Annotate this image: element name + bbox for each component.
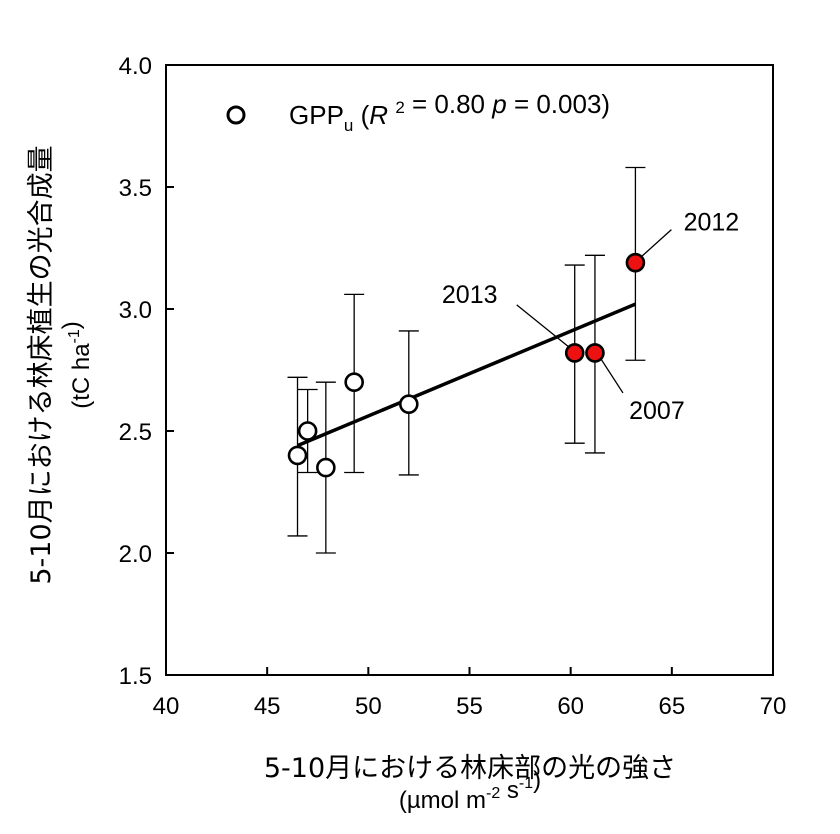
data-point [344,372,364,393]
point-annotations: 2013 2007 2012 [442,209,739,425]
y-tick-label: 2.0 [119,541,152,568]
x-axis-title: 5-10月における林床部の光の強さ [264,753,676,784]
x-tick-label: 55 [456,693,483,720]
data-point [625,252,646,273]
y-axis-title: 5-10月における林床植生の光合成量 [26,145,57,584]
x-axis: 40 45 50 55 60 65 70 [153,667,787,720]
x-tick-label: 40 [153,693,180,720]
annotation-label-2013: 2013 [442,281,498,309]
y-tick-label: 4.0 [119,53,152,80]
plot-area [165,64,774,676]
regression-layer [296,302,637,448]
data-points [287,252,646,478]
legend-label: GPPu (R 2 = 0.80 p = 0.003) [289,89,610,137]
data-point [287,445,308,466]
x-tick-label: 45 [254,693,281,720]
legend-series-name: GPPu [289,100,353,135]
y-axis: 1.5 2.0 2.5 3.0 3.5 4.0 [119,53,174,690]
y-axis-unit: (tC ha-1) [58,321,95,409]
annotation-leader [516,304,570,348]
x-tick-label: 70 [760,693,787,720]
legend-marker [226,105,246,125]
regression-line [296,302,637,448]
annotation-label-2007: 2007 [629,397,685,425]
error-bars [287,166,646,554]
data-point [316,457,336,478]
y-tick-label: 3.5 [119,175,152,202]
data-point [564,343,585,363]
data-point [297,421,318,441]
y-tick-label: 3.0 [119,297,152,324]
data-point [398,394,419,414]
annotation-leader [640,229,672,258]
y-tick-label: 1.5 [119,663,152,690]
legend-stats: (R 2 = 0.80 p = 0.003) [361,89,610,130]
x-tick-label: 50 [355,693,382,720]
plot-frame [165,64,774,676]
x-axis-unit: (µmol m-2 s-1) [399,767,541,814]
y-tick-label: 2.5 [119,419,152,446]
x-tick-label: 60 [557,693,584,720]
legend: GPPu (R 2 = 0.80 p = 0.003) [226,89,610,137]
x-tick-label: 65 [658,693,685,720]
data-point [585,343,605,363]
annotation-leader [600,358,624,394]
annotation-label-2012: 2012 [684,209,740,237]
